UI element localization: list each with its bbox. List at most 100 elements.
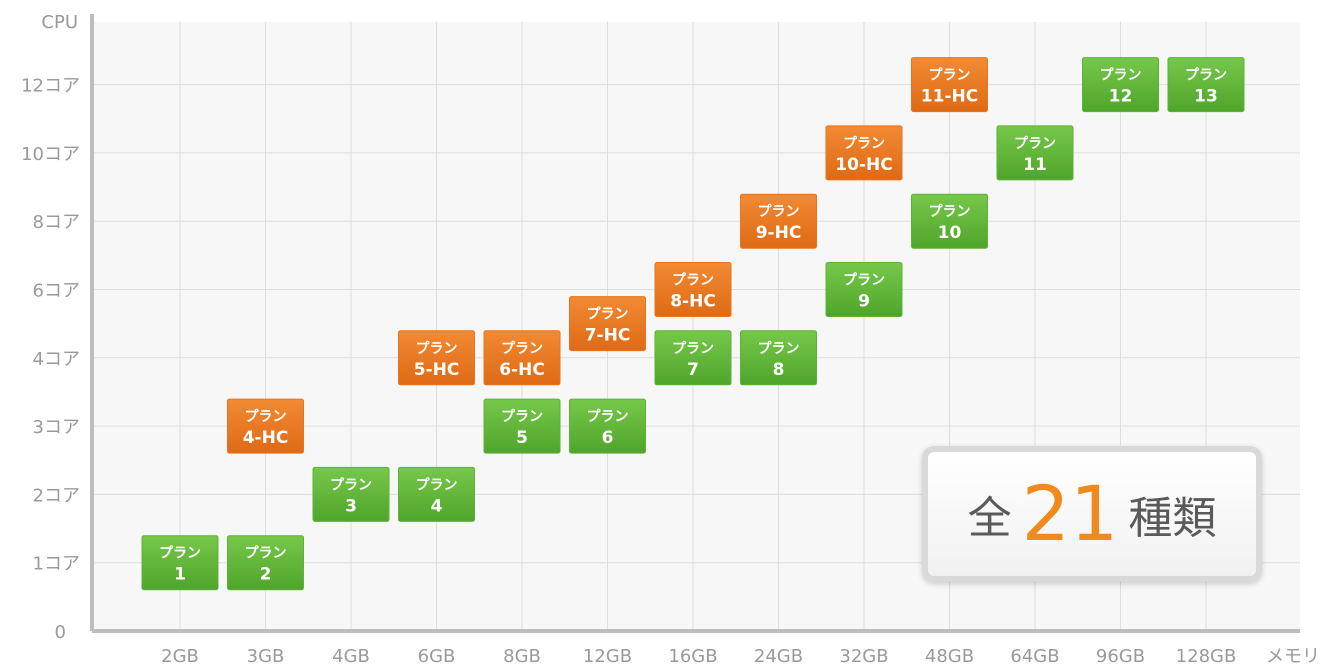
plan-box-fill (312, 466, 390, 522)
x-tick-label: 2GB (161, 646, 199, 667)
plan-title: プラン (330, 477, 372, 493)
plan-title: プラン (245, 546, 287, 562)
y-axis-title: CPU (41, 12, 78, 33)
plan-box: プラン 11 (996, 125, 1074, 181)
plan-title: プラン (843, 273, 885, 289)
plan-title: プラン (1185, 68, 1227, 84)
plan-number: 2 (260, 565, 272, 585)
plan-box: プラン 5-HC (398, 330, 475, 386)
x-tick-label: 3GB (247, 646, 285, 667)
x-tick-label: 6GB (418, 646, 456, 667)
y-tick-label: 6コア (33, 281, 80, 302)
plan-number: 6-HC (499, 360, 545, 380)
plan-box-fill (1167, 57, 1245, 113)
plan-box-fill (227, 535, 304, 591)
summary-prefix: 全 (967, 493, 1012, 544)
y-tick-label: 0 (55, 622, 66, 643)
plan-box-fill (825, 125, 903, 181)
plan-title: プラン (501, 341, 543, 357)
plan-box: プラン 9 (825, 262, 903, 317)
plan-number: 7-HC (585, 326, 631, 346)
plan-box: プラン 9-HC (740, 193, 817, 249)
plan-number: 3 (345, 496, 357, 516)
y-tick-label: 4コア (33, 349, 80, 370)
y-tick-label: 8コア (33, 212, 80, 233)
plan-title: プラン (245, 409, 287, 425)
plan-box: プラン 5 (483, 398, 561, 454)
plan-box: プラン 10-HC (825, 125, 903, 181)
plan-box-fill (654, 330, 732, 386)
plan-box-fill (654, 262, 732, 317)
plan-number: 13 (1194, 87, 1218, 107)
summary-count: 21 (1021, 469, 1119, 558)
plan-title: プラン (1014, 136, 1056, 152)
plan-title: プラン (758, 341, 800, 357)
plan-title: プラン (672, 341, 714, 357)
plan-title: プラン (1100, 68, 1142, 84)
plan-box-fill (227, 398, 304, 454)
plan-number: 1 (174, 565, 186, 585)
axes (90, 14, 1300, 633)
plan-box-fill (569, 296, 646, 352)
plan-title: プラン (929, 204, 971, 220)
plan-number: 9-HC (756, 223, 802, 243)
plan-box: プラン 1 (141, 535, 219, 591)
tick-labels: CPU メモリ 0 1コア 2コア 3コア 4コア 6コア 8コア 10コア 12コア 2GB 3GB 4… (21, 12, 1320, 667)
plan-box-fill (569, 398, 646, 454)
plan-number: 6 (602, 428, 614, 448)
plan-box: プラン 7 (654, 330, 732, 386)
x-tick-label: 12GB (583, 646, 632, 667)
plan-number: 10 (938, 223, 962, 243)
plan-title: プラン (672, 273, 714, 289)
plan-box-fill (398, 466, 475, 522)
plan-box: プラン 13 (1167, 57, 1245, 113)
plan-title: プラン (501, 409, 543, 425)
plan-number: 4-HC (243, 428, 289, 448)
plan-title: プラン (758, 204, 800, 220)
x-tick-label: 32GB (839, 646, 888, 667)
plan-title: プラン (929, 68, 971, 84)
plan-box-fill (398, 330, 475, 386)
plan-box-fill (483, 330, 561, 386)
plan-box-fill (825, 262, 903, 317)
plan-box: プラン 8 (740, 330, 817, 386)
plan-box-fill (911, 57, 988, 113)
x-tick-label: 96GB (1096, 646, 1145, 667)
plan-box: プラン 3 (312, 466, 390, 522)
plan-title: プラン (587, 409, 629, 425)
plan-box-fill (740, 330, 817, 386)
x-tick-label: 4GB (332, 646, 370, 667)
plan-box: プラン 6 (569, 398, 646, 454)
plan-number: 4 (431, 496, 443, 516)
plan-number: 8-HC (670, 292, 716, 312)
plan-box: プラン 2 (227, 535, 304, 591)
x-tick-label: 24GB (754, 646, 803, 667)
plan-box-fill (911, 193, 988, 249)
plan-title: プラン (843, 136, 885, 152)
grid (92, 22, 1300, 631)
plan-number: 12 (1109, 87, 1133, 107)
plan-title: プラン (159, 546, 201, 562)
plan-count-badge: 全 21 種類 (922, 446, 1262, 582)
x-tick-label: 8GB (503, 646, 541, 667)
plan-box: プラン 10 (911, 193, 988, 249)
summary-suffix: 種類 (1128, 493, 1217, 544)
y-tick-label: 3コア (33, 417, 80, 438)
plan-box-fill (483, 398, 561, 454)
plan-box: プラン 12 (1082, 57, 1159, 113)
plan-number: 9 (858, 292, 870, 312)
plan-box: プラン 4-HC (227, 398, 304, 454)
plan-box-fill (996, 125, 1074, 181)
plan-box: プラン 11-HC (911, 57, 988, 113)
plan-box: プラン 8-HC (654, 262, 732, 317)
plan-box: プラン 4 (398, 466, 475, 522)
x-tick-label: 16GB (668, 646, 717, 667)
plan-number: 5-HC (414, 360, 460, 380)
plan-number: 10-HC (835, 155, 892, 175)
plan-box-fill (141, 535, 219, 591)
plan-box-fill (740, 193, 817, 249)
plan-box: プラン 6-HC (483, 330, 561, 386)
x-tick-label: 48GB (925, 646, 974, 667)
plan-title: プラン (416, 341, 458, 357)
y-tick-label: 2コア (33, 485, 80, 506)
